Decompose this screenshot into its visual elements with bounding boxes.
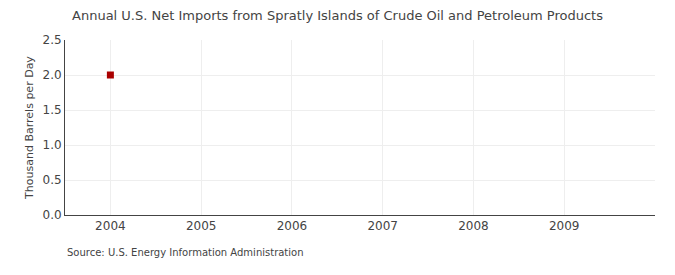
svg-text:0.5: 0.5 [43,173,62,187]
svg-text:Source: U.S. Energy Informatio: Source: U.S. Energy Information Administ… [67,247,304,258]
svg-text:2004: 2004 [95,219,126,233]
svg-text:2005: 2005 [186,219,217,233]
svg-text:2.5: 2.5 [43,33,62,47]
svg-text:2009: 2009 [549,219,580,233]
svg-text:Annual U.S. Net Imports from S: Annual U.S. Net Imports from Spratly Isl… [72,8,603,23]
svg-text:2007: 2007 [367,219,398,233]
svg-text:2008: 2008 [458,219,489,233]
svg-text:0.0: 0.0 [43,208,62,222]
svg-text:1.5: 1.5 [43,103,62,117]
svg-text:Thousand Barrels per Day: Thousand Barrels per Day [23,56,36,200]
svg-text:2006: 2006 [277,219,308,233]
svg-text:1.0: 1.0 [43,138,62,152]
svg-text:2.0: 2.0 [43,68,62,82]
